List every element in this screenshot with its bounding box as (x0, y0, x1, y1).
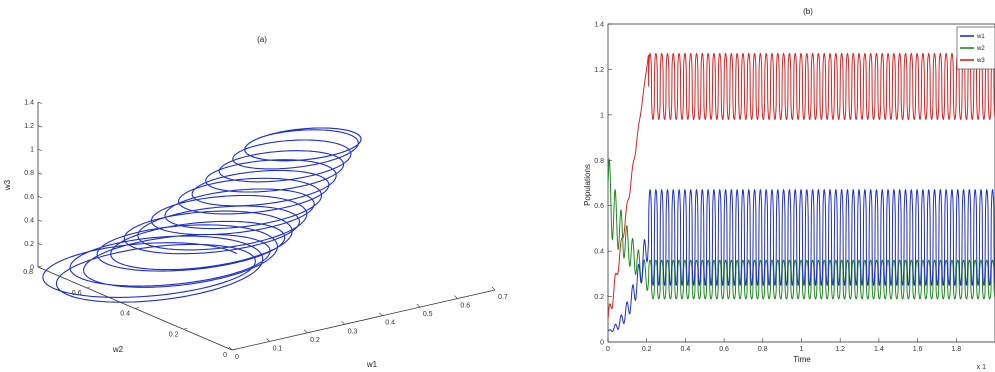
legend-label-w2: w2 (976, 46, 985, 52)
y-tick-label: 0.8 (23, 269, 33, 276)
y-tick-label: 0 (223, 352, 227, 359)
x-tick-labels-b: 0 0.2 0.4 0.6 0.8 1 1.2 1.4 1.6 1.8 (606, 338, 961, 353)
z-tick (37, 125, 43, 128)
z-tick (37, 243, 43, 246)
legend-items: w1 w2 w3 (960, 34, 985, 64)
z-tick-labels: 0 0.2 0.4 0.6 0.8 1 1.2 1.4 (24, 100, 43, 272)
y-tick (231, 348, 237, 351)
y-tick-label: 0.2 (169, 331, 179, 338)
x-tick-label: 0.1 (273, 345, 283, 352)
z-axis-label: w3 (3, 179, 12, 191)
y-tick-label-b: 0.4 (594, 249, 604, 256)
y-tick (37, 265, 43, 268)
y-tick-label-b: 1.2 (594, 67, 604, 74)
x-tick-label-b: 1.6 (913, 346, 923, 353)
y-tick (183, 327, 188, 330)
legend-label-w3: w3 (976, 58, 985, 64)
z-tick (37, 266, 43, 269)
y-tick-label-b: 1.4 (594, 22, 604, 29)
x-tick-label-b: 0.4 (681, 346, 691, 353)
z-tick-label: 1.4 (24, 100, 34, 107)
y-tick (134, 307, 140, 309)
x-tick-label: 0.7 (498, 294, 508, 301)
x-tick (266, 338, 270, 342)
z-tick (37, 196, 43, 199)
x-tick (303, 329, 308, 334)
y-axis-label-b: Populations (583, 164, 592, 206)
x-tick-label-b: 0.8 (758, 346, 768, 353)
x-tick-label: 0.2 (310, 337, 320, 344)
series-line-w2 (607, 157, 995, 300)
panel-b-title: (b) (803, 7, 813, 16)
x-tick-label-b: 0.2 (642, 346, 652, 353)
y-tick (86, 286, 91, 289)
z-tick (37, 101, 43, 104)
y-tick-label: 0.6 (72, 290, 82, 297)
x-tick-labels: 0 0.1 0.2 0.3 0.4 0.5 0.6 0.7 (228, 286, 508, 361)
x-tick-label-b: 1.2 (835, 346, 845, 353)
z-tick (37, 148, 43, 152)
x-tick (228, 346, 233, 351)
y-tick-label-b: 0.6 (594, 203, 604, 210)
y-tick-labels-b: 0 0.2 0.4 0.6 0.8 1 1.2 1.4 (594, 22, 612, 347)
x-tick-label: 0.4 (385, 320, 395, 327)
y-tick-label-b: 0.2 (594, 294, 604, 301)
z-tick-label: 1 (30, 147, 34, 154)
x-tick-label-b: 0 (606, 346, 610, 353)
x-tick (416, 303, 421, 308)
trajectory-line (42, 127, 362, 303)
x-tick (454, 295, 458, 299)
y-axis-label: w2 (112, 345, 124, 354)
x-tick-label: 0.5 (423, 311, 433, 318)
z-tick-label: 0 (30, 265, 34, 272)
z-tick-label: 0.6 (24, 194, 34, 201)
y-tick-label: 0.4 (120, 311, 130, 318)
z-tick-label: 0.2 (24, 241, 34, 248)
y-tick-label-b: 1 (600, 112, 604, 119)
z-tick-label: 0.4 (24, 217, 34, 224)
x-tick-label: 0.3 (348, 328, 358, 335)
x-tick-label: 0 (235, 354, 239, 361)
z-tick (37, 219, 43, 222)
axis-multiplier: x 1 (977, 364, 986, 371)
legend-box (956, 26, 995, 70)
series-line-w3 (607, 52, 995, 320)
y-tick-label-b: 0 (600, 340, 604, 347)
x-tick-label: 0.6 (460, 303, 470, 310)
x-tick (379, 312, 383, 316)
panel-a-title: (a) (257, 35, 267, 44)
x-axis-line (231, 289, 496, 351)
y-tick-label-b: 0.8 (594, 158, 604, 165)
x-axis-label-b: Time (793, 355, 811, 364)
legend: w1 w2 w3 (956, 26, 995, 70)
z-tick-label: 1.2 (24, 123, 34, 130)
series-lines (607, 52, 995, 332)
panel-b-time-series: (b) 0 0.2 0.4 0.6 0.8 1 1.2 1.4 0 0.2 0.4 0.6 0.8 1 1… (583, 7, 995, 371)
series-line-w1 (608, 188, 995, 332)
x-tick (341, 321, 345, 325)
z-tick-label: 0.8 (24, 170, 34, 177)
x-tick-label-b: 1.8 (951, 346, 961, 353)
panel-a-3d-plot: (a) 0 0.2 0.4 0.6 0.8 1 1.2 1.4 0 0.2 0.4 0.6 0.8 0… (3, 35, 508, 369)
z-tick (37, 172, 43, 175)
x-tick-label-b: 1 (800, 346, 804, 353)
y-tick-labels: 0 0.2 0.4 0.6 0.8 (23, 265, 237, 359)
x-tick (491, 286, 496, 291)
x-tick-label-b: 0.6 (719, 346, 729, 353)
x-axis-label: w1 (366, 360, 378, 369)
x-tick-label-b: 1.4 (874, 346, 884, 353)
legend-label-w1: w1 (976, 34, 985, 40)
